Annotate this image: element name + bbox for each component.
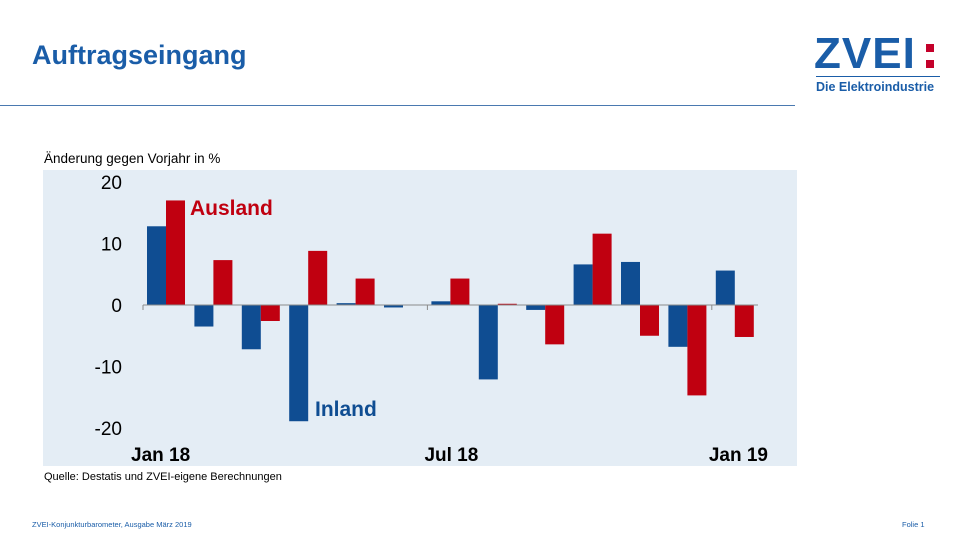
bar-ausland-apr-18 <box>308 250 328 305</box>
bar-inland-okt-18 <box>573 264 593 305</box>
bar-ausland-mai-18 <box>355 278 375 305</box>
footer-slide-number: Folie 1 <box>902 520 925 529</box>
bar-ausland-mär-18 <box>260 305 280 321</box>
bar-inland-jan-18 <box>147 226 166 305</box>
bar-ausland-aug-18 <box>497 303 517 305</box>
bar-ausland-okt-18 <box>592 233 612 305</box>
y-axis-label: Änderung gegen Vorjahr in % <box>44 151 221 166</box>
bar-ausland-jan-18 <box>166 200 185 305</box>
bar-inland-nov-18 <box>621 261 640 305</box>
source-note: Quelle: Destatis und ZVEI-eigene Berechn… <box>44 471 282 483</box>
bar-ausland-jan-19 <box>734 305 754 337</box>
bar-inland-mär-18 <box>241 305 261 350</box>
x-tick-label: Jan 18 <box>131 445 190 466</box>
footer-edition: ZVEI-Konjunkturbarometer, Ausgabe März 2… <box>32 520 192 529</box>
bar-inland-sep-18 <box>526 305 546 310</box>
y-tick-label: 10 <box>101 235 122 256</box>
logo-subtitle: Die Elektroindustrie <box>816 80 935 94</box>
bar-inland-apr-18 <box>289 305 309 422</box>
bar-inland-feb-18 <box>194 305 214 327</box>
x-tick-label: Jul 18 <box>424 445 478 466</box>
y-tick-label: 20 <box>101 173 122 194</box>
logo-colon-icon <box>926 44 934 70</box>
bar-inland-jun-18 <box>384 305 403 308</box>
bar-inland-jan-19 <box>715 270 735 305</box>
title-divider <box>0 105 795 106</box>
bar-inland-aug-18 <box>478 305 498 380</box>
bar-ausland-nov-18 <box>640 305 659 336</box>
bar-ausland-feb-18 <box>213 260 233 305</box>
bar-ausland-dez-18 <box>687 305 707 396</box>
y-tick-label: 0 <box>111 296 122 317</box>
bar-inland-dez-18 <box>668 305 688 347</box>
x-tick-label: Jan 19 <box>709 445 768 466</box>
bar-inland-jul-18 <box>431 301 451 305</box>
y-tick-label: -10 <box>95 358 122 379</box>
logo-wordmark: ZVEI <box>814 29 916 78</box>
annotation-inland: Inland <box>315 398 377 421</box>
bar-ausland-jul-18 <box>450 278 470 305</box>
bar-ausland-sep-18 <box>545 305 565 345</box>
annotation-ausland: Ausland <box>190 197 273 220</box>
bar-inland-mai-18 <box>336 303 356 305</box>
y-tick-label: -20 <box>95 419 122 440</box>
zvei-logo: ZVEI Die Elektroindustrie <box>812 32 942 96</box>
page-title: Auftragseingang <box>32 40 247 70</box>
logo-underline <box>816 76 940 77</box>
